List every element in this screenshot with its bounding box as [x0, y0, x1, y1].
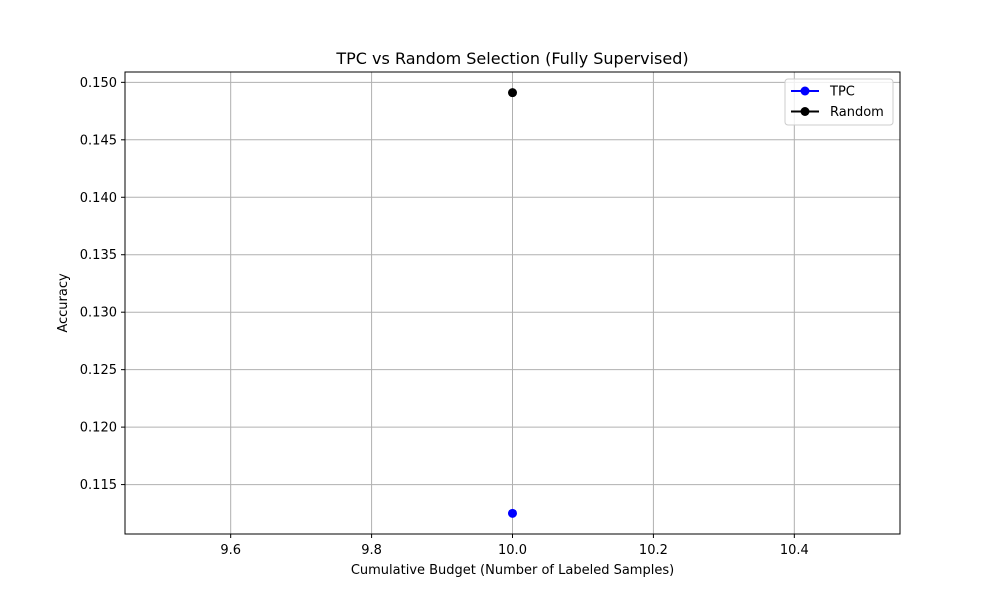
x-tick-label: 9.6	[220, 543, 241, 558]
data-points	[508, 88, 517, 518]
data-point-tpc	[508, 508, 517, 518]
y-axis-label: Accuracy	[56, 273, 71, 333]
grid	[125, 72, 900, 534]
x-tick-label: 9.8	[361, 543, 382, 558]
y-tick-label: 0.150	[80, 76, 117, 91]
legend-marker-random	[800, 107, 810, 116]
y-tick-label: 0.135	[80, 248, 117, 263]
y-tick-label: 0.145	[80, 133, 117, 148]
x-tick-label: 10.0	[498, 543, 527, 558]
legend-marker-tpc	[800, 86, 810, 96]
x-axis: 9.6 9.8 10.0 10.2 10.4	[220, 534, 809, 558]
x-tick-label: 10.2	[639, 543, 668, 558]
data-point-random	[508, 88, 517, 98]
y-tick-label: 0.115	[80, 478, 117, 493]
y-tick-label: 0.120	[80, 421, 117, 436]
y-tick-label: 0.130	[80, 306, 117, 321]
legend-label-random: Random	[830, 105, 884, 120]
y-axis: 0.115 0.120 0.125 0.130 0.135 0.140 0.145 0.150	[80, 76, 125, 493]
y-tick-label: 0.125	[80, 363, 117, 378]
x-tick-label: 10.4	[780, 543, 809, 558]
y-tick-label: 0.140	[80, 191, 117, 206]
chart-title: TPC vs Random Selection (Fully Supervise…	[335, 49, 688, 68]
legend: TPC Random	[784, 78, 894, 126]
legend-label-tpc: TPC	[829, 85, 855, 100]
x-axis-label: Cumulative Budget (Number of Labeled Sam…	[351, 563, 674, 578]
